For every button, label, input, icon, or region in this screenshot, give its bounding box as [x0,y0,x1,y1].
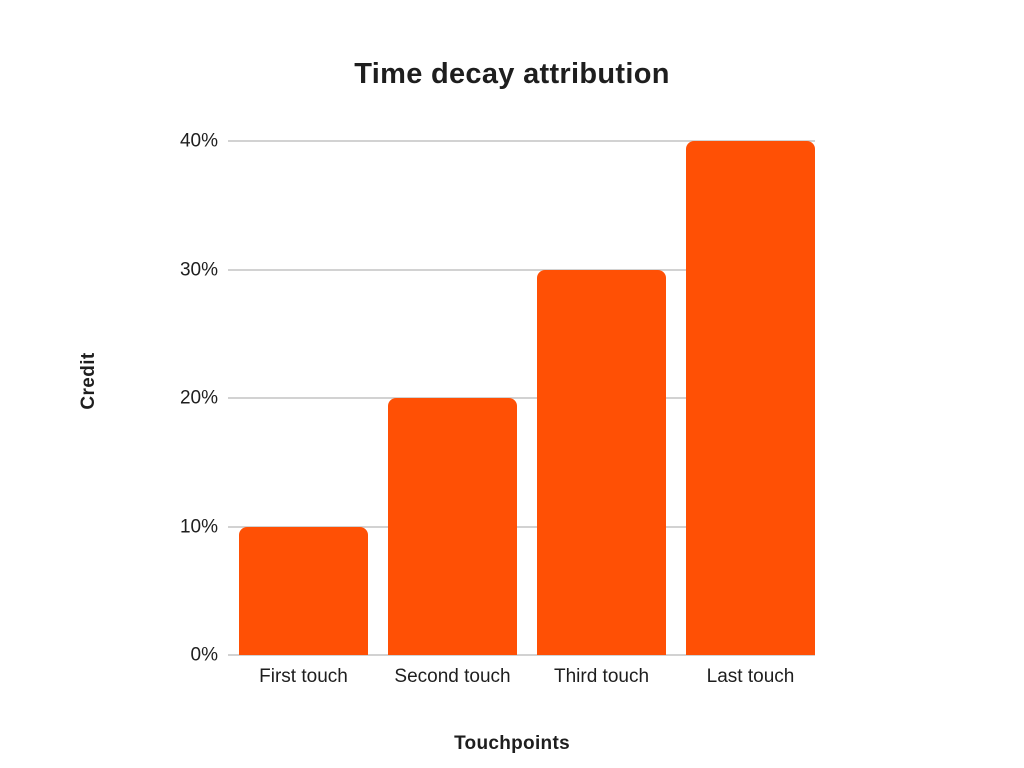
y-axis-title: Credit [78,352,99,410]
bar-second-touch [388,398,517,655]
gridline-30% [228,268,815,271]
gridline-0% [228,654,815,656]
gridline-10% [228,525,815,528]
y-tick-label: 20% [179,387,218,409]
bar-last-touch [686,141,815,655]
x-tick-label: First touch [259,666,348,687]
y-tick-label: 30% [179,259,218,280]
bars-row [239,141,815,655]
y-tick-label: 0% [190,644,218,666]
y-tick-label: 40% [179,130,218,152]
x-tick-label: Third touch [553,666,650,687]
bar-first-touch [239,526,368,655]
x-tick-label: Last touch [706,666,795,687]
x-ticks-row: First touch Second touch Third touch Last t… [239,666,815,688]
x-tick-label: Second touch [394,666,511,687]
plot-area: 0% 10% 20% 30% 40% [180,132,815,665]
gridline-40% [228,140,815,142]
y-tick-label: 10% [179,516,218,537]
bar-third-touch [537,269,666,655]
gridline-20% [228,397,815,399]
x-axis-title: Touchpoints [454,733,570,754]
chart-title: Time decay attribution [354,58,670,90]
